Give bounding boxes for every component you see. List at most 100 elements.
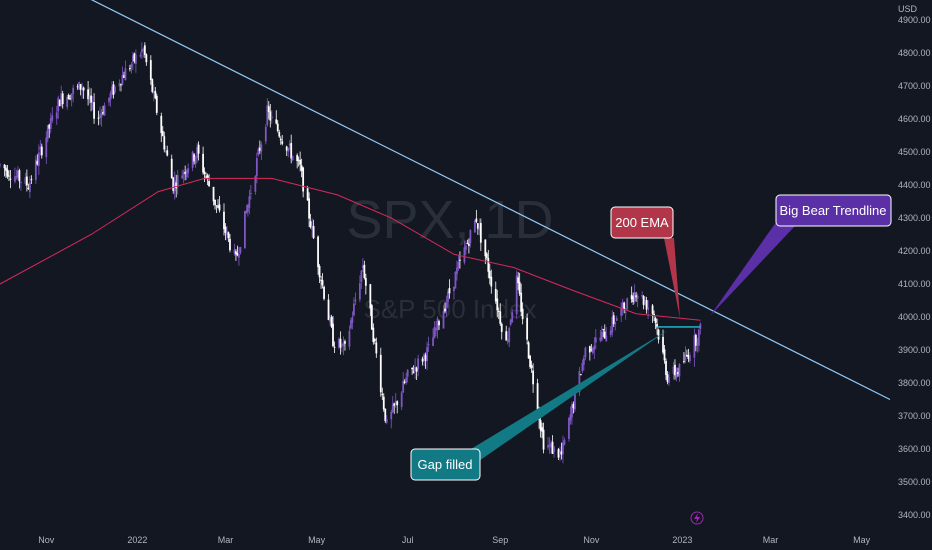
candle-body	[672, 366, 675, 374]
bear-trendline[interactable]	[13, 0, 891, 401]
candle-body	[275, 119, 278, 124]
candle-body	[76, 86, 79, 88]
candle-body	[285, 146, 288, 151]
candle-body	[270, 116, 273, 119]
candle-body	[600, 332, 603, 341]
candle-body	[476, 223, 479, 229]
candle-body	[645, 300, 648, 310]
lightning-icon[interactable]	[690, 511, 704, 525]
candle-body	[517, 277, 520, 284]
candle-body	[688, 355, 691, 362]
candle-body	[456, 267, 458, 275]
y-tick-label: 4100.00	[898, 279, 931, 289]
currency-label: USD	[898, 4, 918, 14]
candle-body	[48, 124, 51, 129]
candle-body	[214, 199, 216, 205]
candle-body	[9, 178, 12, 180]
candle-body	[360, 270, 363, 282]
candle-body	[381, 393, 384, 395]
candle-body	[584, 347, 587, 358]
candle-body	[229, 238, 231, 251]
candle-body	[51, 115, 54, 121]
candle-body	[81, 87, 84, 91]
candle-body	[172, 177, 175, 191]
candle-body	[149, 60, 152, 80]
candle-body	[651, 305, 654, 314]
candle-body	[185, 170, 188, 178]
candle-body	[139, 55, 142, 57]
candle-body	[612, 315, 615, 325]
candle-body	[323, 286, 325, 299]
candle-body	[132, 55, 134, 62]
candle-body	[15, 175, 18, 177]
candle-body	[151, 79, 154, 93]
candle-body	[572, 403, 575, 409]
candle-body	[686, 355, 688, 357]
candle-body	[37, 152, 40, 166]
candle-body	[447, 291, 449, 303]
y-tick-label: 4800.00	[898, 48, 931, 58]
x-tick-label: 2023	[672, 535, 692, 545]
trend-callout-label: Big Bear Trendline	[780, 203, 887, 218]
candle-body	[311, 225, 313, 230]
candle-body	[393, 403, 396, 406]
candle-body	[124, 68, 127, 81]
price-axis[interactable]: 3400.00 3500.00 3600.00 3700.00 3800.00 3900.…	[898, 15, 931, 520]
candle-body	[193, 154, 196, 162]
candle-body	[459, 259, 461, 261]
candle-body	[539, 420, 542, 431]
candle-body	[611, 316, 614, 333]
candle-body	[405, 377, 408, 384]
x-tick-label: Sep	[492, 535, 508, 545]
candle-body	[353, 303, 355, 316]
candle-body	[496, 298, 499, 311]
candle-body	[696, 342, 699, 346]
candle-body	[358, 283, 361, 300]
candle-body	[142, 48, 145, 52]
candle-body	[390, 411, 393, 420]
candle-body	[296, 155, 299, 162]
candle-body	[175, 182, 178, 189]
candle-body	[173, 180, 176, 192]
candle-body	[484, 239, 487, 257]
candle-body	[467, 243, 470, 246]
gap-callout-pointer	[466, 330, 668, 463]
candle-body	[415, 367, 418, 372]
candle-body	[36, 161, 39, 165]
candle-body	[40, 146, 43, 156]
trend-callout[interactable]: Big Bear Trendline	[710, 194, 892, 316]
candle-body	[563, 440, 566, 445]
candle-body	[82, 87, 85, 91]
candle-body	[454, 271, 457, 289]
candle-body	[654, 318, 657, 323]
candle-body	[402, 380, 405, 393]
candle-body	[593, 345, 596, 351]
candle-body	[624, 311, 627, 313]
ema-callout[interactable]: 200 EMA	[610, 206, 680, 318]
x-tick-label: Jul	[402, 535, 414, 545]
candle-body	[559, 452, 561, 455]
candle-body	[490, 276, 493, 287]
candle-body	[421, 358, 424, 362]
candle-body	[338, 338, 340, 348]
candle-body	[27, 187, 30, 190]
ema-callout-box	[610, 206, 674, 239]
candle-body	[197, 144, 200, 154]
y-tick-label: 3900.00	[898, 345, 931, 355]
x-tick-label: Nov	[38, 535, 55, 545]
candle-body	[297, 159, 300, 161]
candle-body	[155, 95, 158, 113]
candle-body	[487, 258, 490, 272]
time-axis[interactable]: Nov 2022 Mar May Jul Sep Nov 2023 Mar May	[38, 535, 870, 545]
candle-body	[194, 156, 197, 164]
x-tick-label: Mar	[763, 535, 779, 545]
candle-body	[532, 370, 535, 385]
candle-body	[351, 317, 354, 323]
candle-body	[57, 97, 60, 112]
candle-body	[370, 305, 373, 330]
candle-body	[254, 176, 257, 192]
candle-body	[215, 205, 218, 207]
candle-body	[427, 344, 430, 346]
gap-callout[interactable]: Gap filled	[410, 330, 668, 481]
